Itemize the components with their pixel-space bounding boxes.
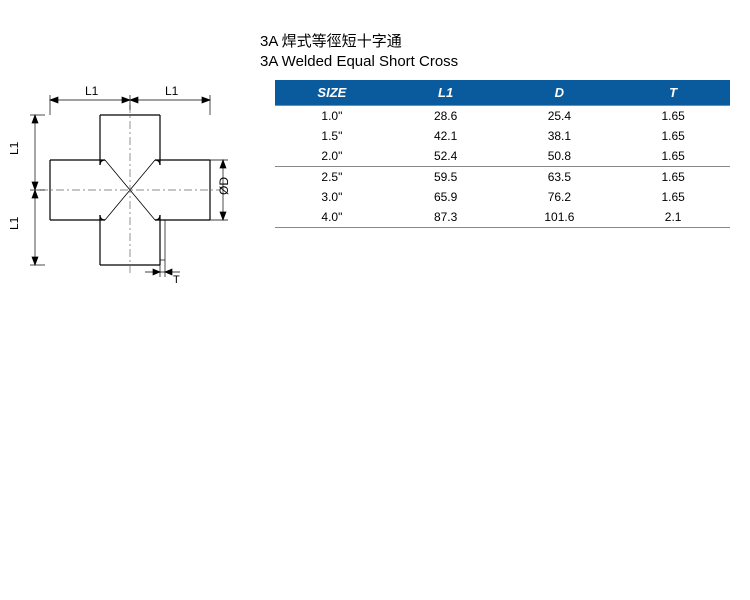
title-zh: 3A 焊式等徑短十字通 (260, 30, 458, 51)
table-header-row: SIZE L1 D T (275, 80, 730, 106)
table-cell: 1.65 (616, 167, 730, 188)
title-en: 3A Welded Equal Short Cross (260, 53, 458, 70)
table-row: 4.0"87.3101.62.1 (275, 207, 730, 228)
spec-table-wrap: SIZE L1 D T 1.0"28.625.41.651.5"42.138.1… (275, 80, 730, 228)
table-cell: 1.65 (616, 187, 730, 207)
table-cell: 1.65 (616, 126, 730, 146)
table-cell: 2.1 (616, 207, 730, 228)
dim-l1-top-left: L1 (85, 84, 99, 98)
col-d: D (503, 80, 617, 106)
table-cell: 42.1 (389, 126, 503, 146)
table-cell: 28.6 (389, 106, 503, 127)
cross-diagram: L1 L1 L1 L1 ØD (10, 55, 240, 285)
col-size: SIZE (275, 80, 389, 106)
dim-l1-top-right: L1 (165, 84, 179, 98)
table-row: 2.0"52.450.81.65 (275, 146, 730, 167)
table-cell: 1.0" (275, 106, 389, 127)
table-cell: 38.1 (503, 126, 617, 146)
spec-table: SIZE L1 D T 1.0"28.625.41.651.5"42.138.1… (275, 80, 730, 228)
col-t: T (616, 80, 730, 106)
table-cell: 87.3 (389, 207, 503, 228)
table-cell: 101.6 (503, 207, 617, 228)
table-cell: 1.5" (275, 126, 389, 146)
table-cell: 2.0" (275, 146, 389, 167)
table-cell: 50.8 (503, 146, 617, 167)
table-cell: 65.9 (389, 187, 503, 207)
title-block: 3A 焊式等徑短十字通 3A Welded Equal Short Cross (260, 30, 458, 70)
table-cell: 3.0" (275, 187, 389, 207)
table-cell: 2.5" (275, 167, 389, 188)
table-cell: 63.5 (503, 167, 617, 188)
table-cell: 1.65 (616, 146, 730, 167)
table-cell: 25.4 (503, 106, 617, 127)
table-row: 2.5"59.563.51.65 (275, 167, 730, 188)
dim-l1-left-top: L1 (10, 141, 21, 155)
dim-l1-left-bot: L1 (10, 216, 21, 230)
table-row: 3.0"65.976.21.65 (275, 187, 730, 207)
table-cell: 1.65 (616, 106, 730, 127)
table-cell: 76.2 (503, 187, 617, 207)
table-cell: 52.4 (389, 146, 503, 167)
table-row: 1.5"42.138.11.65 (275, 126, 730, 146)
table-cell: 4.0" (275, 207, 389, 228)
col-l1: L1 (389, 80, 503, 106)
table-cell: 59.5 (389, 167, 503, 188)
dim-d: ØD (217, 177, 231, 195)
table-row: 1.0"28.625.41.65 (275, 106, 730, 127)
dim-t: T (173, 274, 180, 285)
